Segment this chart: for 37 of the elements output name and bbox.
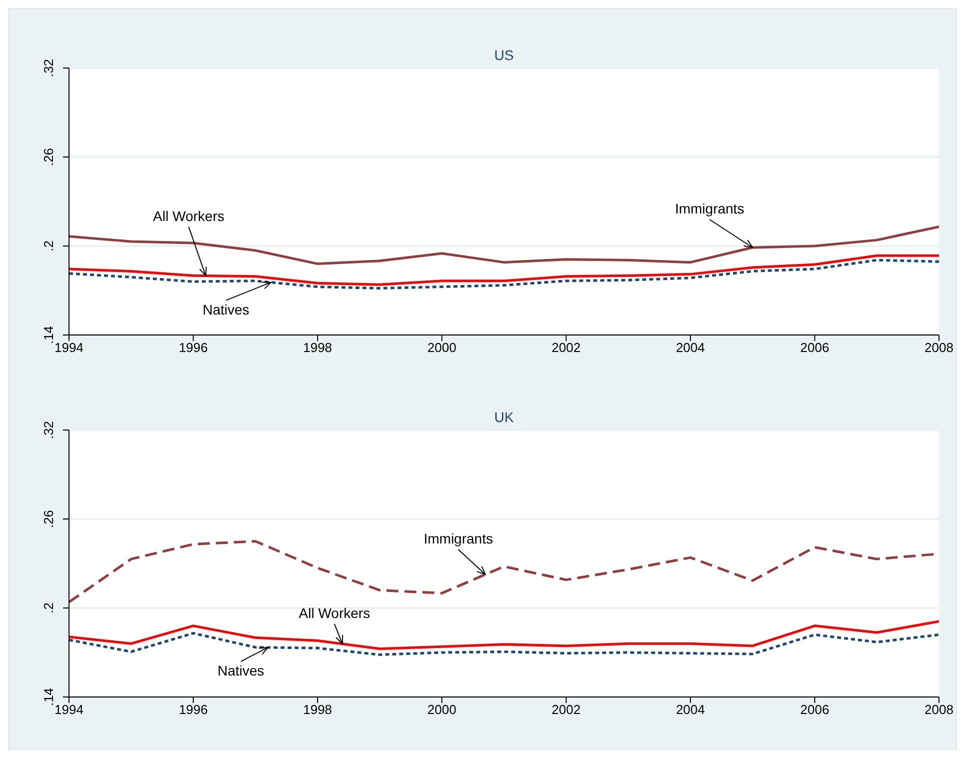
x-tick-label: 2000 xyxy=(427,340,456,356)
line-series xyxy=(69,620,939,650)
line-series xyxy=(69,632,939,656)
chart-title: UK xyxy=(493,409,515,425)
text: All Workers xyxy=(153,208,224,224)
series-label: Immigrants xyxy=(424,530,493,546)
y-tick-label: .2 xyxy=(41,602,56,614)
y-tick-label: .32 xyxy=(41,58,56,78)
x-tick-label: 2002 xyxy=(552,340,581,356)
line-series xyxy=(69,258,939,290)
x-tick-label: 2004 xyxy=(676,340,705,356)
x-tick-label: 2002 xyxy=(552,702,581,718)
text: Immigrants xyxy=(674,200,744,216)
y-tick-label: .32 xyxy=(41,420,56,440)
x-tick-label: 1994 xyxy=(54,702,84,718)
x-tick-label: 2006 xyxy=(800,340,830,356)
y-tick-label: .26 xyxy=(41,510,56,528)
x-tick-label: 2004 xyxy=(676,702,705,718)
y-tick-label: .26 xyxy=(41,148,56,166)
y-tick-label: .2 xyxy=(41,240,56,252)
x-tick-label: 1996 xyxy=(178,702,208,718)
x-tick-label: 1998 xyxy=(303,702,332,718)
x-tick-label: 2008 xyxy=(924,340,954,356)
x-tick-label: 1996 xyxy=(178,340,208,356)
y-tick-label: .14 xyxy=(41,688,56,706)
line-series xyxy=(69,225,939,266)
x-tick-label: 2008 xyxy=(924,702,954,718)
y-tick-label: .14 xyxy=(41,326,56,344)
chart-title: US xyxy=(493,47,515,63)
x-tick-label: 1998 xyxy=(303,340,332,356)
x-tick-label: 2000 xyxy=(427,702,456,718)
series-label: All Workers xyxy=(298,604,370,621)
series-label: Natives xyxy=(218,662,264,678)
x-tick-label: 2006 xyxy=(800,702,830,718)
series-label: Natives xyxy=(202,301,250,318)
line-series xyxy=(69,254,939,286)
x-tick-label: 1994 xyxy=(54,340,84,356)
